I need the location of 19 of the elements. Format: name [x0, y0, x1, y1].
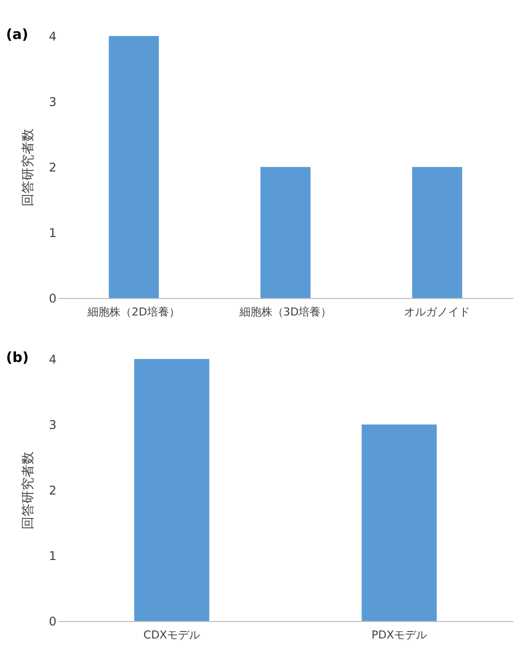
- x-tick-label: オルガノイド: [404, 306, 470, 318]
- y-axis-title: 回答研究者数: [20, 452, 36, 530]
- x-tick-label: PDXモデル: [371, 628, 428, 642]
- y-tick-label: 3: [48, 95, 56, 109]
- chart-title: (b): [6, 350, 29, 366]
- y-tick-label: 2: [48, 160, 56, 174]
- chart-title: (a): [6, 27, 28, 43]
- y-axis-title: 回答研究者数: [20, 128, 36, 206]
- y-tick-label: 0: [48, 292, 56, 306]
- y-tick-label: 1: [48, 549, 56, 563]
- x-tick-label: CDXモデル: [143, 628, 200, 642]
- x-tick-label: 細胞株（2D培養）: [86, 306, 180, 318]
- x-tick-label: 細胞株（3D培養）: [238, 306, 332, 318]
- y-tick-label: 4: [48, 352, 56, 366]
- y-tick-label: 2: [48, 484, 56, 498]
- y-tick-label: 0: [48, 614, 56, 628]
- y-tick-label: 4: [48, 30, 56, 44]
- y-tick-label: 3: [48, 418, 56, 432]
- y-tick-label: 1: [48, 226, 56, 240]
